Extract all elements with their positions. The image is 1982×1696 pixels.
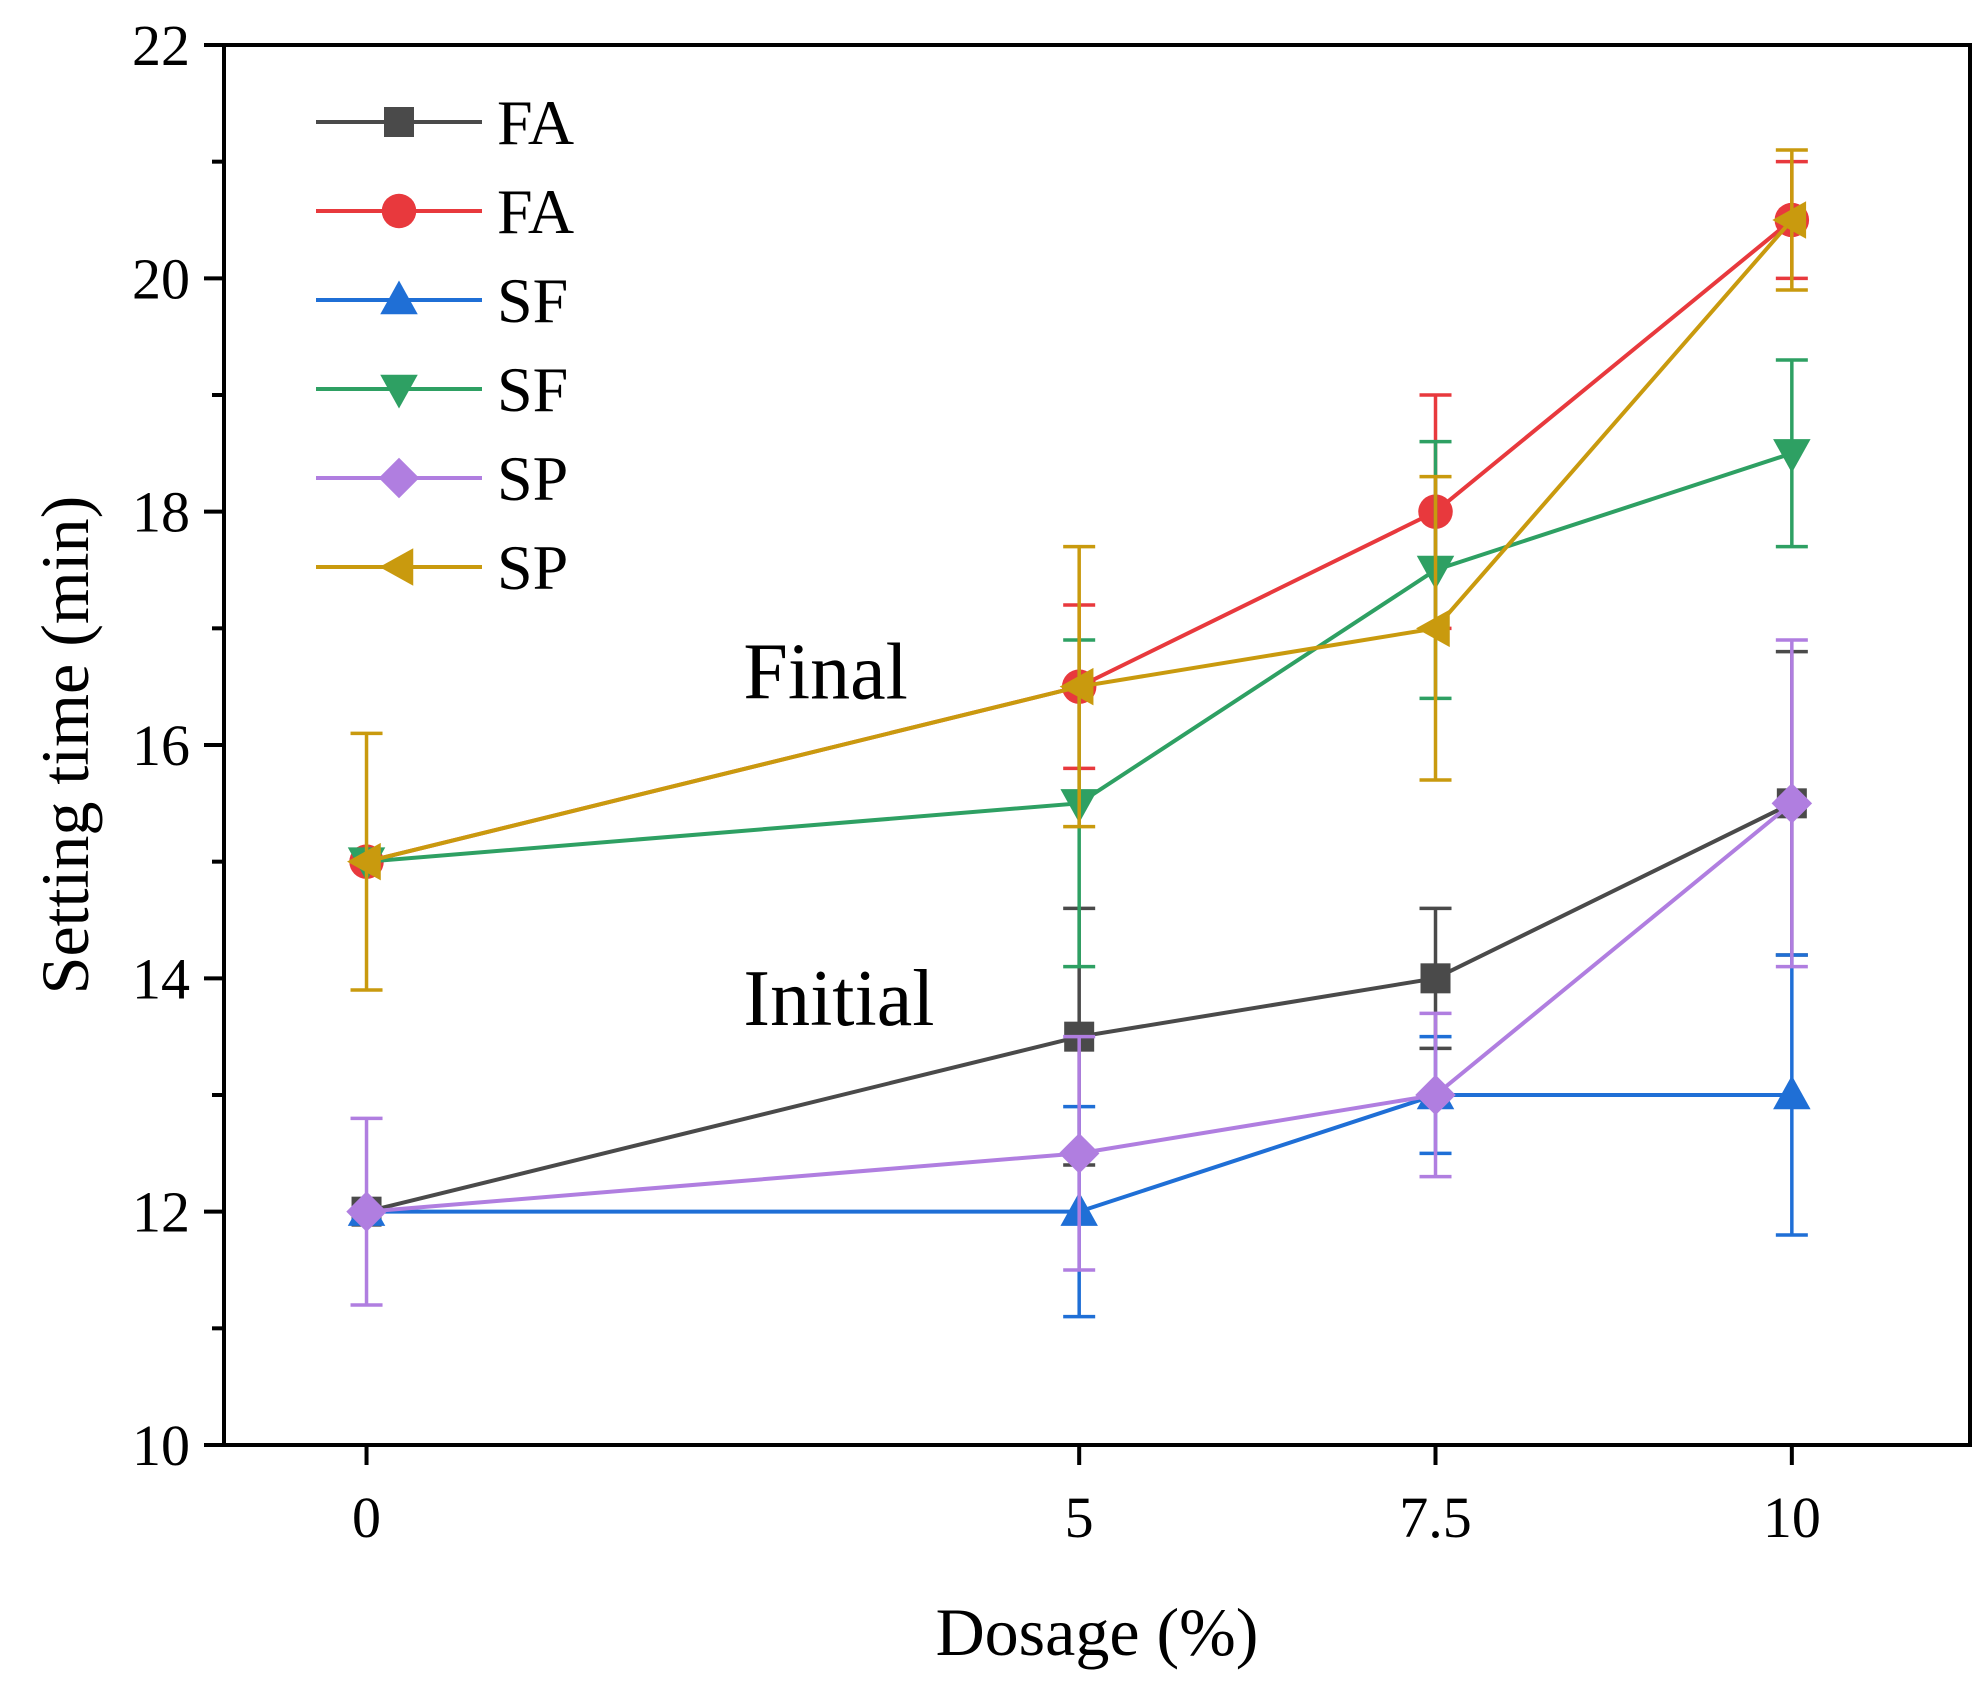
series-sp-final (347, 148, 1808, 992)
marker-triangle-up (380, 280, 418, 315)
series-line (366, 218, 1794, 864)
annotation-final: Final (743, 628, 907, 716)
legend: FA FA SF SF SP SP (316, 87, 574, 603)
legend-label: SP (497, 532, 568, 603)
x-tick-label: 7.5 (1399, 1485, 1472, 1550)
x-tick-label: 10 (1763, 1485, 1821, 1550)
legend-item: SP (316, 443, 568, 514)
marker-triangle-down (1773, 439, 1811, 473)
series-layer (346, 148, 1813, 1319)
marker-triangle-left (379, 548, 414, 586)
x-axis-title: Dosage (%) (936, 1594, 1259, 1670)
legend-item: FA (316, 176, 574, 247)
marker-triangle-up (1773, 1075, 1811, 1110)
marker-circle (381, 193, 417, 229)
y-tick-label: 18 (132, 480, 190, 545)
marker-triangle-left (347, 842, 381, 881)
y-tick-label: 10 (132, 1413, 190, 1478)
marker-square (1420, 963, 1451, 994)
y-tick-label: 12 (132, 1180, 190, 1245)
series-sp-initial (346, 638, 1813, 1307)
marker-triangle-down (380, 374, 418, 409)
series-line (366, 451, 1793, 864)
legend-item: SF (316, 354, 568, 425)
marker-triangle-left (1416, 609, 1450, 648)
y-tick-label: 20 (132, 246, 190, 311)
marker-diamond (346, 1191, 387, 1232)
legend-label: SP (497, 443, 568, 514)
x-tick-label: 0 (352, 1485, 381, 1550)
legend-label: SF (497, 265, 568, 336)
marker-triangle-left (1059, 667, 1094, 706)
marker-square (384, 107, 414, 137)
series-line (366, 1093, 1792, 1214)
legend-item: SP (316, 532, 568, 603)
series-line (366, 801, 1793, 1214)
x-tick-label: 5 (1065, 1485, 1094, 1550)
legend-label: FA (497, 87, 574, 158)
legend-item: SF (316, 265, 568, 336)
y-axis: 10 12 14 16 18 20 22 (132, 13, 224, 1478)
y-tick-label: 14 (132, 946, 190, 1011)
legend-label: FA (497, 176, 574, 247)
marker-diamond (1415, 1074, 1456, 1116)
marker-triangle-left (1772, 201, 1807, 239)
legend-item: FA (316, 87, 574, 158)
y-tick-label: 16 (132, 713, 190, 778)
x-axis: 0 5 7.5 10 (352, 1445, 1821, 1550)
annotation-layer: Final Initial (743, 628, 934, 1043)
y-axis-title: Setting time (min) (27, 496, 103, 995)
annotation-initial: Initial (743, 955, 934, 1043)
plot-frame (222, 43, 1972, 1447)
marker-diamond (378, 457, 420, 499)
marker-diamond (1058, 1133, 1100, 1174)
series-line (366, 801, 1794, 1214)
y-tick-label: 22 (132, 13, 190, 78)
marker-diamond (1771, 783, 1813, 824)
legend-label: SF (497, 354, 568, 425)
